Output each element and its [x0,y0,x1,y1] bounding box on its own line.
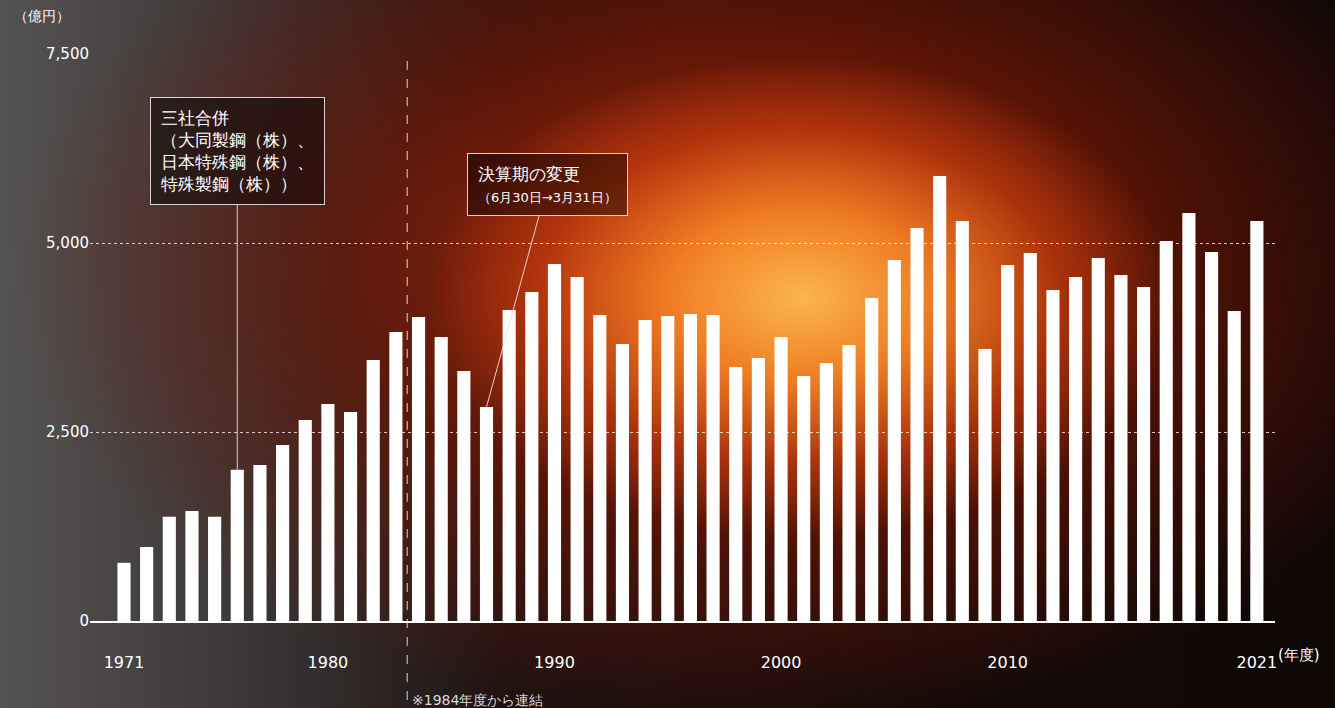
svg-text:（億円）: （億円） [14,8,70,24]
svg-text:(年度): (年度) [1278,646,1320,664]
svg-text:2021: 2021 [1237,653,1278,672]
svg-text:5,000: 5,000 [46,234,89,252]
svg-text:0: 0 [79,612,89,630]
svg-text:2000: 2000 [761,653,802,672]
svg-text:1990: 1990 [534,653,575,672]
svg-text:1980: 1980 [308,653,349,672]
svg-text:決算期の変更（6月30日→3月31日）: 決算期の変更（6月30日→3月31日） [478,164,617,205]
svg-text:三社合併（大同製鋼（株）、日本特殊鋼（株）、特殊製鋼（株））: 三社合併（大同製鋼（株）、日本特殊鋼（株）、特殊製鋼（株）） [161,108,314,194]
svg-text:1971: 1971 [104,653,145,672]
svg-text:7,500: 7,500 [46,45,89,63]
svg-text:※1984年度から連結: ※1984年度から連結 [412,692,543,708]
svg-text:2,500: 2,500 [46,423,89,441]
svg-text:2010: 2010 [987,653,1028,672]
